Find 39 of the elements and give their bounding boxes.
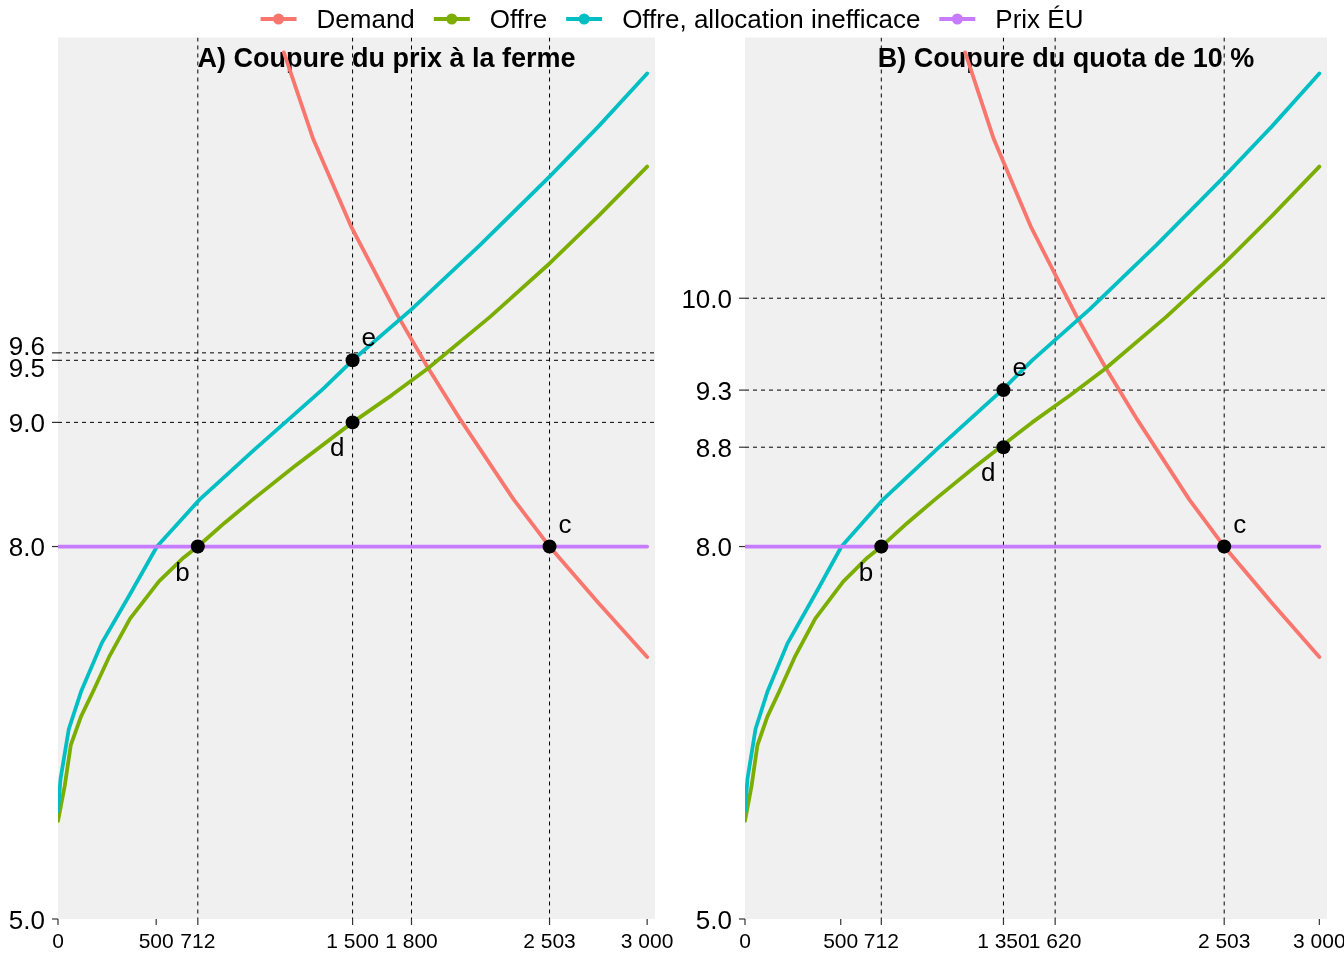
y-tick-label: 8.0	[695, 532, 732, 563]
x-tick-label: 1 350	[977, 929, 1030, 952]
point	[874, 539, 889, 554]
x-tick-label: 2 503	[523, 929, 576, 952]
x-tick-label: 2 503	[1197, 929, 1251, 952]
y-tick-label: 9.0	[8, 407, 45, 438]
point	[1217, 539, 1232, 554]
annotation: b	[858, 556, 874, 587]
x-tick-label: 500	[138, 929, 174, 952]
annotation: c	[1233, 508, 1247, 539]
annotation: c	[558, 508, 572, 539]
y-tick-label: 9.3	[695, 375, 732, 406]
y-tick-label: 8.0	[8, 532, 45, 563]
x-tick-label: 712	[863, 929, 899, 952]
x-tick-label: 1 800	[385, 929, 438, 952]
annotation: b	[175, 556, 190, 587]
x-tick-label: 712	[180, 929, 216, 952]
point	[996, 440, 1011, 455]
y-tick-label: 5.0	[695, 904, 732, 935]
chart-title: A) Coupure du prix à la ferme	[197, 43, 576, 73]
x-tick-label: 500	[823, 929, 859, 952]
annotation: e	[361, 322, 377, 353]
point	[996, 383, 1011, 398]
legend-label: Demand	[316, 4, 415, 34]
legend-label: Offre	[489, 4, 548, 34]
chart-title: B) Coupure du quota de 10 %	[877, 43, 1255, 73]
x-tick-label: 0	[739, 929, 751, 952]
annotation: d	[980, 457, 996, 488]
x-tick-label: 1 500	[326, 929, 379, 952]
y-tick-label: 10.0	[681, 283, 732, 314]
legend-label: Prix ÉU	[995, 4, 1084, 34]
x-tick-label: 0	[52, 929, 64, 952]
y-tick-label: 8.8	[695, 432, 732, 463]
annotation: d	[330, 432, 345, 463]
x-tick-label: 1 620	[1028, 929, 1082, 952]
y-tick-label: 5.0	[8, 904, 45, 935]
x-tick-label: 3 000	[1293, 929, 1344, 952]
x-tick-label: 3 000	[620, 929, 674, 952]
legend-label: Offre, allocation inefficace	[622, 4, 921, 34]
